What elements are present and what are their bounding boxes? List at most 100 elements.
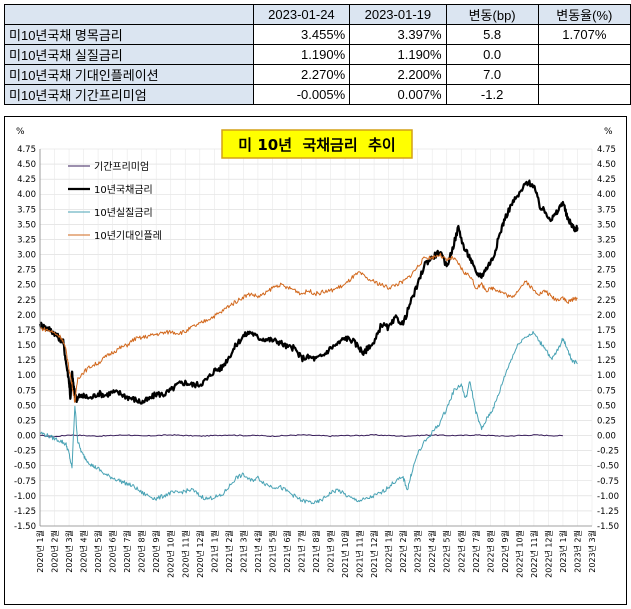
legend-label: 10년국채금리 xyxy=(94,184,153,196)
y-tick-label-left: -0.25 xyxy=(14,447,36,457)
y-tick-label-left: 4.25 xyxy=(17,175,36,185)
chart-title: 미 10년 국채금리 추이 xyxy=(238,136,395,154)
y-tick-label-right: 2.50 xyxy=(597,281,616,291)
y-tick-label-left: 1.75 xyxy=(17,326,36,336)
x-tick-label: 2022년 6월 xyxy=(456,530,466,573)
y-tick-label-right: 2.00 xyxy=(597,311,616,321)
table-header-row: 2023-01-24 2023-01-19 변동(bp) 변동율(%) xyxy=(4,4,631,25)
x-tick-label: 2022년 11월 xyxy=(529,530,539,578)
y-tick-label-right: 0.75 xyxy=(597,386,616,396)
y-tick-label-left: 2.50 xyxy=(17,281,36,291)
y-tick-label-right: 0.25 xyxy=(597,416,616,426)
table-row: 미10년국채 기간프리미엄 -0.005% 0.007% -1.2 xyxy=(4,84,631,105)
y-tick-label-right: 1.25 xyxy=(597,356,616,366)
row-value-current: 2.270% xyxy=(252,64,351,85)
y-tick-label-right: 0.00 xyxy=(597,432,616,442)
x-tick-label: 2020년 11월 xyxy=(180,530,190,578)
x-tick-label: 2022년 12월 xyxy=(543,530,553,578)
x-tick-label: 2020년 1월 xyxy=(35,530,45,573)
x-tick-label: 2022년 1월 xyxy=(384,530,394,573)
x-tick-label: 2021년 1월 xyxy=(209,530,219,573)
x-tick-label: 2020년 2월 xyxy=(50,530,60,573)
y-tick-label-left: 1.50 xyxy=(17,341,36,351)
x-tick-label: 2021년 6월 xyxy=(282,530,292,573)
x-tick-label: 2022년 3월 xyxy=(413,530,423,573)
x-tick-label: 2022년 4월 xyxy=(427,530,437,573)
x-tick-label: 2022년 8월 xyxy=(485,530,495,573)
y-tick-label-left: 0.00 xyxy=(17,432,36,442)
x-tick-label: 2021년 5월 xyxy=(267,530,277,573)
chart-frame xyxy=(4,116,627,605)
y-tick-label-right: 2.25 xyxy=(597,296,616,306)
series-line-3 xyxy=(39,331,578,505)
x-tick-label: 2020년 3월 xyxy=(64,530,74,573)
y-tick-label-right: -1.50 xyxy=(597,522,619,532)
y-tick-label-right: 0.50 xyxy=(597,401,616,411)
x-tick-label: 2022년 10월 xyxy=(514,530,524,578)
x-tick-label: 2021년 11월 xyxy=(355,530,365,578)
y-tick-label-left: 1.25 xyxy=(17,356,36,366)
y-tick-label-right: 3.75 xyxy=(597,205,616,215)
x-tick-label: 2022년 5월 xyxy=(442,530,452,573)
y-tick-label-right: 1.00 xyxy=(597,371,616,381)
x-tick-label: 2020년 7월 xyxy=(122,530,132,573)
y-tick-label-left: 2.00 xyxy=(17,311,36,321)
x-tick-label: 2020년 12월 xyxy=(195,530,205,578)
x-tick-label: 2020년 10월 xyxy=(166,530,176,578)
y-tick-label-right: 4.25 xyxy=(597,175,616,185)
y-tick-label-right: 3.25 xyxy=(597,235,616,245)
y-tick-label-right: -0.25 xyxy=(597,447,619,457)
series-line-1 xyxy=(39,434,563,438)
x-tick-label: 2021년 3월 xyxy=(238,530,248,573)
y-tick-label-left: 0.25 xyxy=(17,416,36,426)
legend-label: 기간프리미엄 xyxy=(94,161,149,173)
y-tick-label-right: 4.00 xyxy=(597,190,616,200)
row-value-current: 1.190% xyxy=(252,44,351,65)
y-tick-label-left: -0.75 xyxy=(14,477,36,487)
x-tick-label: 2022년 2월 xyxy=(398,530,408,573)
series-line-4 xyxy=(39,252,578,403)
y-tick-label-left: 3.25 xyxy=(17,235,36,245)
y-tick-label-right: -0.50 xyxy=(597,462,619,472)
y-tick-label-right: -1.25 xyxy=(597,507,619,517)
x-tick-label: 2023년 3월 xyxy=(587,530,597,573)
y-tick-label-right: 4.50 xyxy=(597,160,616,170)
row-value-current: -0.005% xyxy=(252,84,351,105)
y-tick-label-left: 2.25 xyxy=(17,296,36,306)
x-tick-label: 2021년 2월 xyxy=(224,530,234,573)
y-tick-label-left: -1.00 xyxy=(14,492,36,502)
chart-legend: 기간프리미엄 10년국채금리 10년실질금리 10년기대인플레 xyxy=(68,161,162,242)
x-tick-label: 2020년 6월 xyxy=(108,530,118,573)
x-tick-label: 2020년 5월 xyxy=(93,530,103,573)
y-tick-label-left: 4.50 xyxy=(17,160,36,170)
row-value-current: 3.455% xyxy=(252,24,351,45)
rate-summary-table: 2023-01-24 2023-01-19 변동(bp) 변동율(%) 미10년… xyxy=(4,4,631,105)
table-row: 미10년국채 명목금리 3.455% 3.397% 5.8 1.707% xyxy=(4,24,631,45)
x-tick-label: 2021년 9월 xyxy=(326,530,336,573)
y-tick-label-right: 4.75 xyxy=(597,145,616,155)
y-tick-label-left: -0.50 xyxy=(14,462,36,472)
legend-label: 10년기대인플레 xyxy=(94,230,162,242)
y-tick-label-right: 1.50 xyxy=(597,341,616,351)
x-tick-label: 2021년 12월 xyxy=(369,530,379,578)
y-tick-label-right: 1.75 xyxy=(597,326,616,336)
y-tick-label-left: 4.75 xyxy=(17,145,36,155)
y-tick-label-left: 3.00 xyxy=(17,251,36,261)
row-label: 미10년국채 기간프리미엄 xyxy=(4,84,254,105)
x-tick-label: 2023년 2월 xyxy=(572,530,582,573)
y-tick-label-right: 2.75 xyxy=(597,266,616,276)
y-tick-label-right: 3.00 xyxy=(597,251,616,261)
row-label: 미10년국채 기대인플레이션 xyxy=(4,64,254,85)
x-tick-label: 2021년 4월 xyxy=(253,530,263,573)
series-line-2 xyxy=(38,179,579,405)
y-tick-label-left: 3.50 xyxy=(17,220,36,230)
y-tick-label-left: 0.75 xyxy=(17,386,36,396)
y-tick-label-right: -1.00 xyxy=(597,492,619,502)
y-axis-left-unit: % xyxy=(16,127,25,137)
y-axis-right-unit: % xyxy=(604,127,613,137)
y-tick-label-left: 0.50 xyxy=(17,401,36,411)
x-tick-label: 2020년 9월 xyxy=(151,530,161,573)
x-tick-label: 2021년 10월 xyxy=(340,530,350,578)
y-tick-label-left: -1.50 xyxy=(14,522,36,532)
